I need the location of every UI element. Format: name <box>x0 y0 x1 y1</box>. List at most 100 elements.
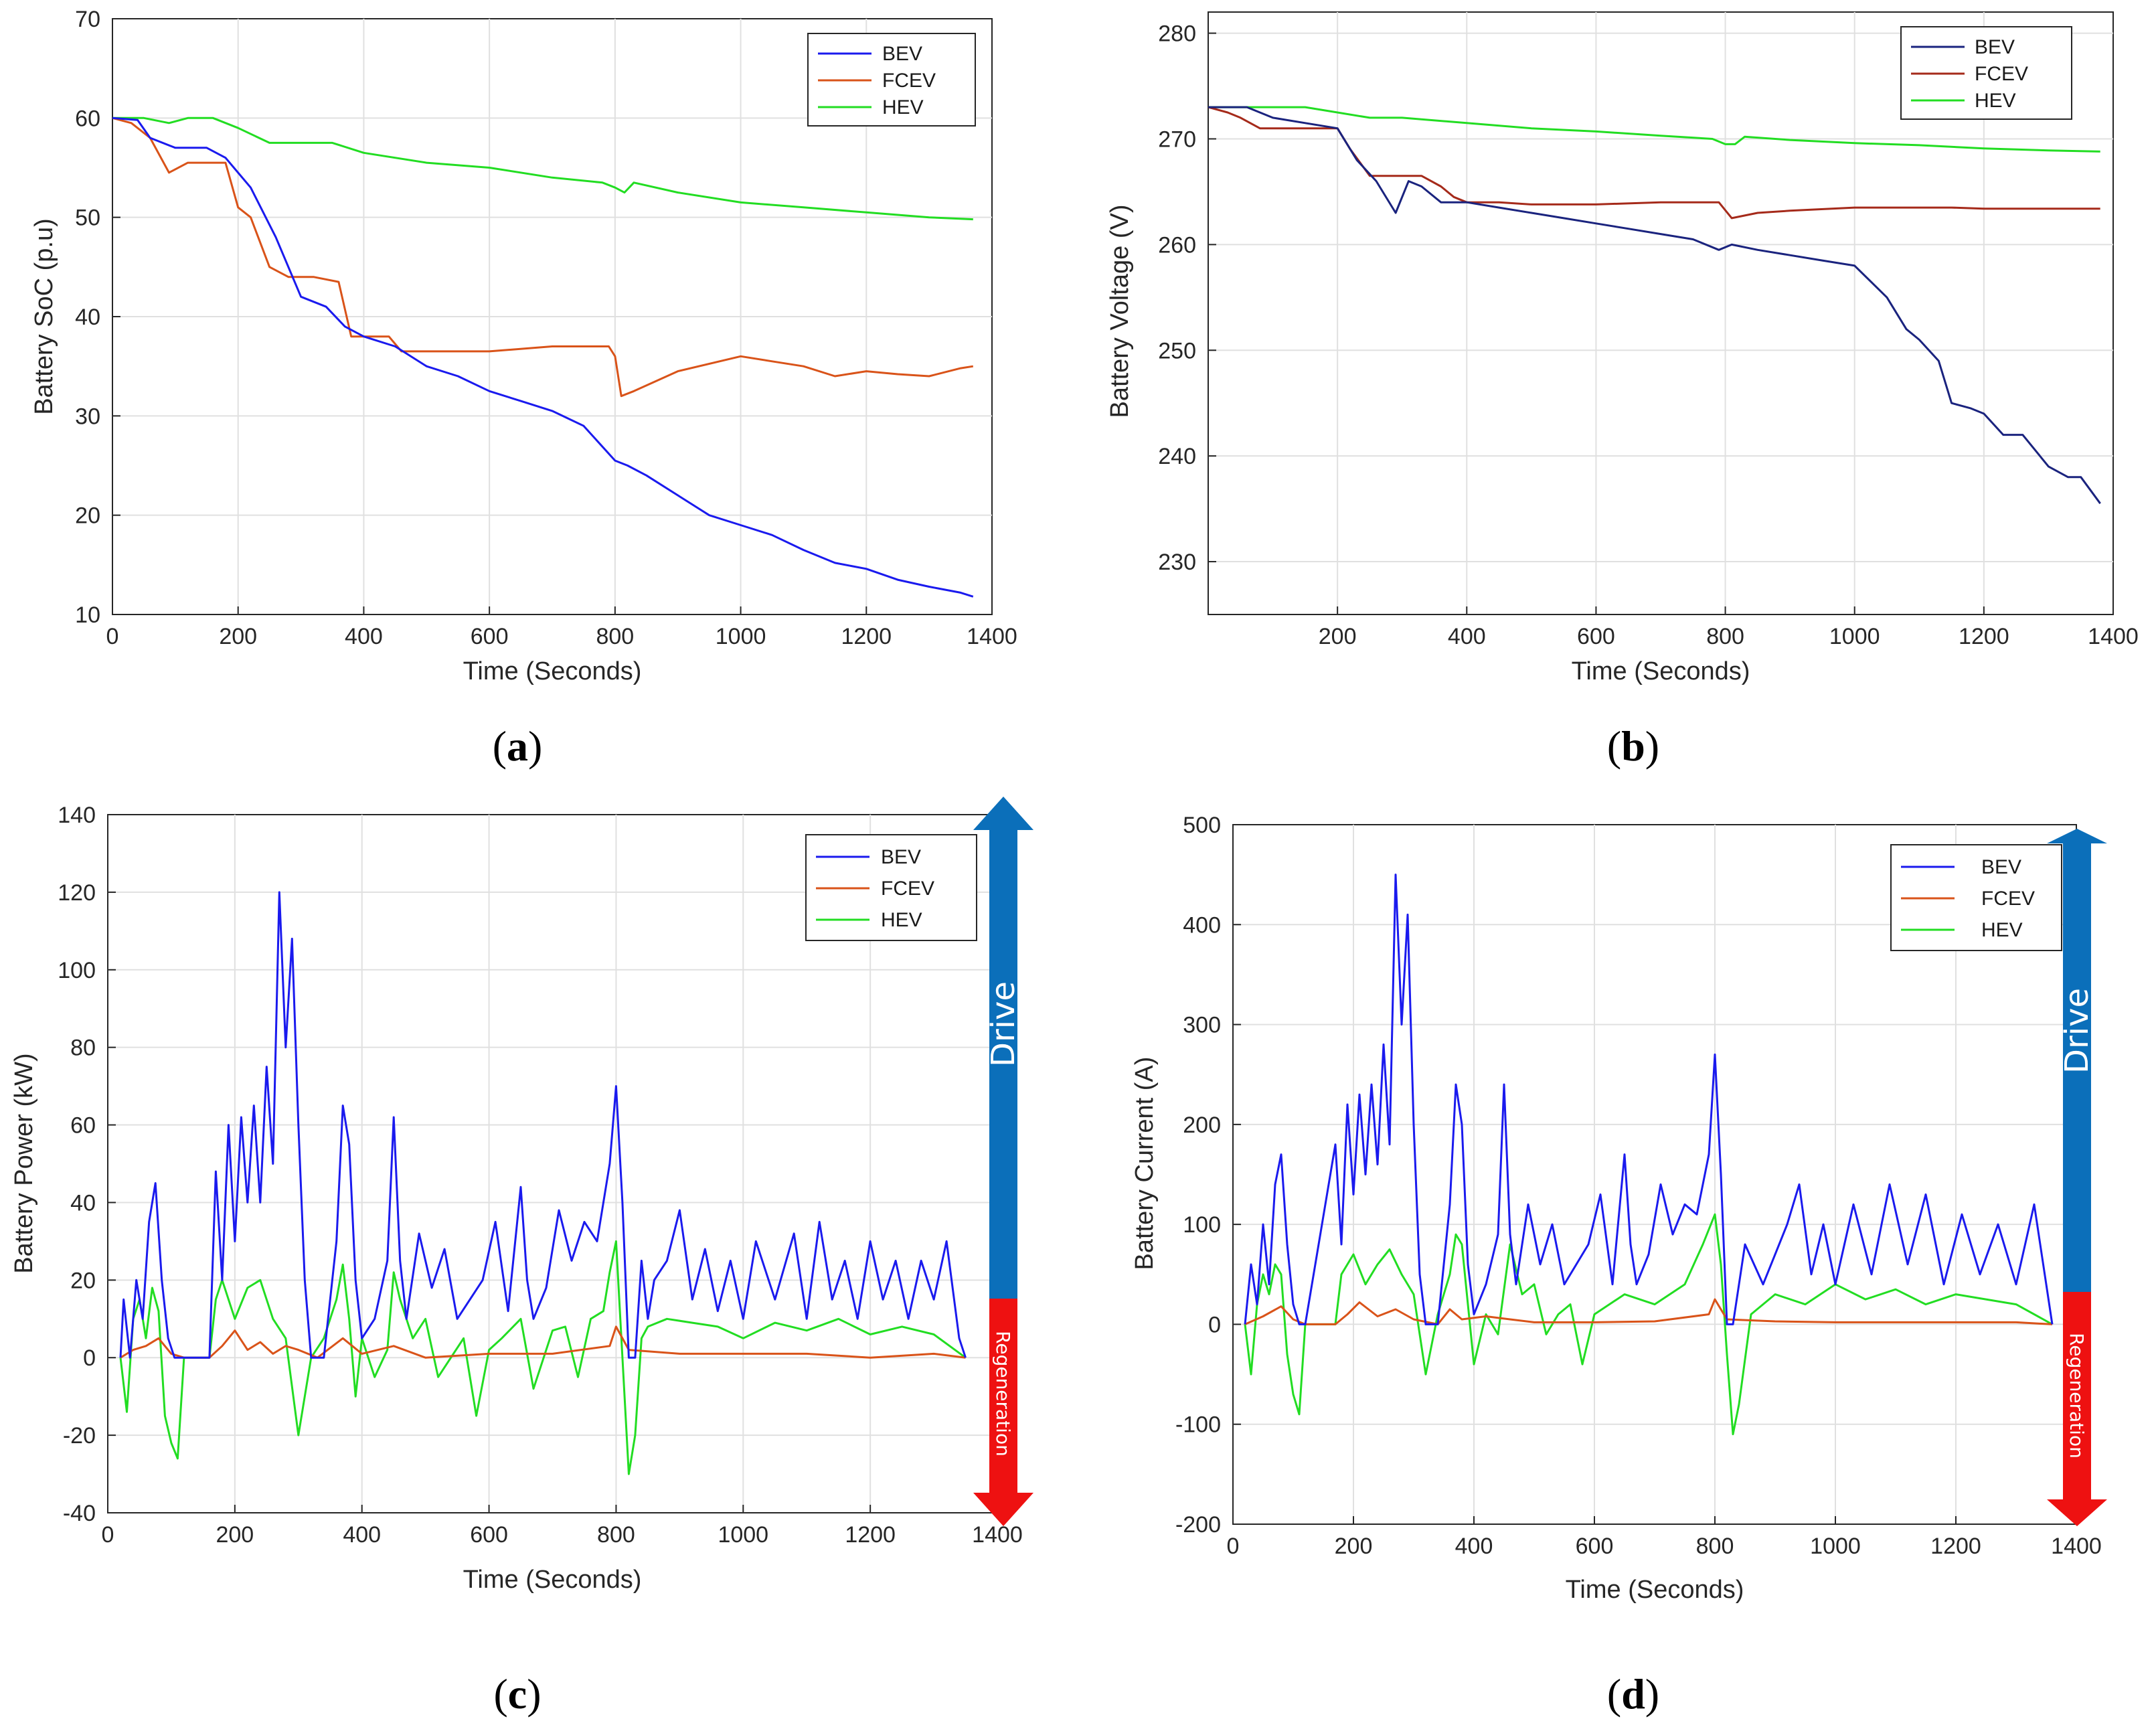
xtick-label-c: 200 <box>216 1522 254 1548</box>
drive-arrow-shaft-d <box>2063 843 2091 1292</box>
regen-arrow-shaft-d <box>2063 1292 2091 1499</box>
legend-b: BEV FCEV HEV <box>1900 26 2072 120</box>
xtick-label-c: 600 <box>470 1522 508 1548</box>
legend-label-fcev-d: FCEV <box>1981 888 2035 910</box>
ytick-label-c: 80 <box>70 1036 96 1061</box>
xtick-label-c: 1000 <box>718 1522 768 1548</box>
series-line-hev-d <box>1244 1213 2053 1436</box>
ytick-label-d: 200 <box>1183 1113 1221 1138</box>
legend-a: BEV FCEV HEV <box>807 33 976 127</box>
series-b <box>1208 106 2101 505</box>
xtick-label-c: 1200 <box>845 1522 896 1548</box>
ylabel-c: Battery Power (kW) <box>10 1053 38 1273</box>
ytick-label-b: 280 <box>1158 21 1196 47</box>
series-line-fcev-d <box>1244 1298 2053 1325</box>
yticks-c: -40 -20 0 20 40 60 80 100 120 140 <box>58 803 116 1526</box>
series-line-bev-c <box>119 891 967 1359</box>
ytick-label-d: 100 <box>1183 1212 1221 1238</box>
xtick-label-b: 1400 <box>2088 624 2139 649</box>
drive-label-c: Drive <box>985 981 1022 1067</box>
xtick-label-d: 200 <box>1335 1534 1373 1559</box>
ytick-label-c: 40 <box>70 1190 96 1216</box>
ytick-label-c: 0 <box>83 1345 96 1371</box>
regen-arrow-shaft-c <box>989 1299 1017 1493</box>
xticks-a: 0 200 400 600 800 1000 1200 1400 <box>106 606 1017 649</box>
ytick-label-c: -20 <box>63 1423 96 1449</box>
drive-arrow-c: Drive <box>973 797 1033 1299</box>
ytick-label-a: 10 <box>75 602 100 628</box>
yticks-a: 10 20 30 40 50 60 70 <box>75 7 120 628</box>
regen-label-c: Regeneration <box>992 1331 1014 1457</box>
xtick-label-d: 0 <box>1227 1534 1240 1559</box>
series-line-fcev-b <box>1208 106 2100 220</box>
xtick-label-d: 1000 <box>1810 1534 1861 1559</box>
xtick-label-c: 800 <box>597 1522 635 1548</box>
regen-arrow-d: Regeneration <box>2047 1292 2107 1526</box>
xtick-label-c: 1400 <box>972 1522 1023 1548</box>
ytick-label-b: 260 <box>1158 232 1196 258</box>
ytick-label-c: 20 <box>70 1268 96 1293</box>
xtick-label-a: 1400 <box>967 624 1017 649</box>
series-line-hev-a <box>112 116 973 221</box>
ytick-label-c: 120 <box>58 880 96 906</box>
xtick-label-b: 1200 <box>1959 624 2009 649</box>
panel-a: 0 200 400 600 800 1000 1200 1400 10 20 30 40 50 60 70… <box>30 7 1017 770</box>
xtick-label-b: 1000 <box>1829 624 1880 649</box>
yticks-d: -200 -100 0 100 200 300 400 500 <box>1175 813 1241 1538</box>
series-a <box>112 116 974 598</box>
xtick-label-b: 600 <box>1577 624 1615 649</box>
xtick-label-d: 1200 <box>1930 1534 1981 1559</box>
legend-label-bev-a: BEV <box>882 43 922 65</box>
legend-label-hev-d: HEV <box>1981 919 2023 941</box>
xtick-label-a: 800 <box>596 624 634 649</box>
xlabel-b: Time (Seconds) <box>1572 657 1750 685</box>
legend-c: BEV FCEV HEV <box>805 834 977 941</box>
drive-arrow-head-c <box>973 797 1033 830</box>
ytick-label-c: 60 <box>70 1113 96 1139</box>
drive-label-d: Drive <box>2058 988 2096 1074</box>
ytick-label-d: -200 <box>1175 1512 1221 1538</box>
drive-arrow-d: Drive <box>2047 829 2107 1292</box>
xtick-label-d: 600 <box>1576 1534 1614 1559</box>
xticks-b: 200 400 600 800 1000 1200 1400 <box>1319 606 2139 649</box>
ytick-label-b: 230 <box>1158 550 1196 575</box>
legend-label-bev-b: BEV <box>1975 36 2015 58</box>
regen-arrow-head-d <box>2047 1499 2107 1526</box>
xlabel-a: Time (Seconds) <box>463 657 642 685</box>
ylabel-a: Battery SoC (p.u) <box>30 218 58 415</box>
xtick-label-a: 200 <box>219 624 257 649</box>
legend-label-hev-c: HEV <box>881 909 922 931</box>
series-line-hev-b <box>1208 106 2100 153</box>
series-line-bev-b <box>1208 106 2101 505</box>
ytick-label-c: -40 <box>63 1501 96 1526</box>
ytick-label-a: 40 <box>75 305 100 330</box>
xtick-label-d: 800 <box>1696 1534 1734 1559</box>
xtick-label-a: 1000 <box>716 624 766 649</box>
ytick-label-a: 60 <box>75 106 100 131</box>
legend-label-fcev-a: FCEV <box>882 70 936 92</box>
xtick-label-d: 1400 <box>2051 1534 2102 1559</box>
series-d <box>1244 874 2054 1436</box>
regen-arrow-c: Regeneration <box>973 1299 1033 1526</box>
ytick-label-a: 50 <box>75 205 100 231</box>
yticks-b: 230 240 250 260 270 280 <box>1158 21 1216 575</box>
panel-d: 0 200 400 600 800 1000 1200 1400 -200 -100 0 100 20… <box>1131 813 2107 1718</box>
xtick-label-a: 0 <box>106 624 119 649</box>
series-line-fcev-a <box>112 116 974 398</box>
ytick-label-c: 100 <box>58 958 96 983</box>
ytick-label-d: 0 <box>1208 1312 1221 1337</box>
series-c <box>119 891 967 1475</box>
xtick-label-c: 400 <box>343 1522 381 1548</box>
panel-c: 0 200 400 600 800 1000 1200 1400 -40 -20 0 20 40 60 8… <box>10 797 1033 1718</box>
ylabel-b: Battery Voltage (V) <box>1106 205 1134 418</box>
legend-label-fcev-c: FCEV <box>881 878 934 900</box>
xtick-label-b: 800 <box>1706 624 1744 649</box>
ytick-label-a: 30 <box>75 404 100 429</box>
xtick-label-a: 400 <box>345 624 383 649</box>
legend-label-hev-b: HEV <box>1975 90 2016 112</box>
xtick-label-b: 400 <box>1448 624 1486 649</box>
ytick-label-d: -100 <box>1175 1412 1221 1438</box>
regen-arrow-head-c <box>973 1493 1033 1526</box>
xtick-label-a: 600 <box>471 624 509 649</box>
ytick-label-c: 140 <box>58 803 96 828</box>
